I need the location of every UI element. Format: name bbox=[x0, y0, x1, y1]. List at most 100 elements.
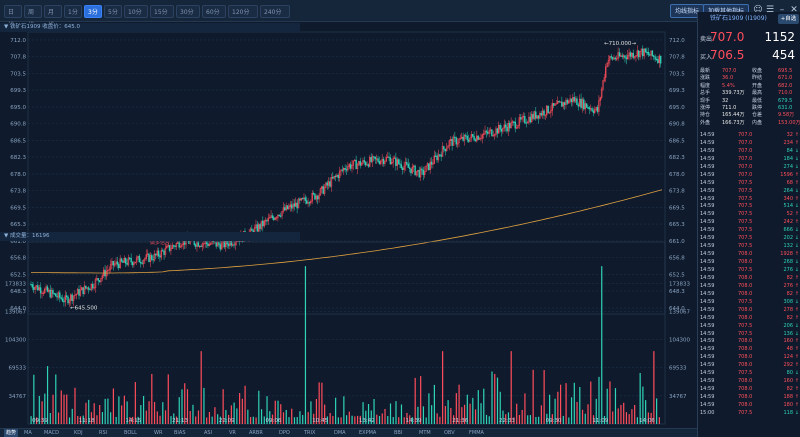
volume-bar bbox=[208, 411, 211, 424]
candle-body bbox=[578, 98, 581, 107]
volume-bar bbox=[623, 402, 625, 424]
volume-bar bbox=[488, 416, 490, 424]
candle-body bbox=[558, 100, 560, 103]
candle-body bbox=[640, 48, 643, 52]
tick-time: 14:59 bbox=[700, 282, 715, 289]
candle-body bbox=[588, 107, 590, 110]
arrow-up-icon: ↑ bbox=[794, 251, 799, 258]
candle-body bbox=[89, 289, 91, 291]
candle-body bbox=[133, 262, 135, 266]
candle-body bbox=[131, 261, 134, 266]
timeframe-tab[interactable]: 30分 bbox=[176, 5, 200, 18]
candle-body bbox=[396, 159, 398, 166]
candle-body bbox=[481, 134, 484, 139]
candle-body bbox=[140, 262, 142, 264]
timeframe-tab[interactable]: 60分 bbox=[202, 5, 226, 18]
indicator-tab-dpo[interactable]: DPO bbox=[279, 430, 290, 436]
candle-body bbox=[94, 279, 97, 288]
volume-bar bbox=[46, 366, 49, 424]
indicator-tab-arbr[interactable]: ARBR bbox=[249, 430, 263, 436]
timeframe-tab[interactable]: 120分 bbox=[228, 5, 258, 18]
indicator-tab-vr[interactable]: VR bbox=[229, 430, 236, 436]
indicator-tab-asi[interactable]: ASI bbox=[204, 430, 213, 436]
volume-bar bbox=[335, 397, 337, 424]
user-icon[interactable]: ☺ bbox=[753, 5, 763, 15]
indicator-tab-boll[interactable]: BOLL bbox=[124, 430, 137, 436]
indicator-tab-rsi[interactable]: RSI bbox=[99, 430, 108, 436]
candle-body bbox=[87, 287, 90, 290]
tick-volume: 160 bbox=[783, 338, 793, 345]
indicator-tab-bbi[interactable]: BBI bbox=[394, 430, 403, 436]
tick-row: 14:59 707.5 514 ↓ bbox=[698, 203, 800, 211]
indicator-tab-bias[interactable]: BIAS bbox=[174, 430, 186, 436]
candle-body bbox=[576, 98, 578, 105]
tick-time: 14:59 bbox=[700, 251, 715, 258]
indicator-tab-obv[interactable]: OBV bbox=[444, 430, 455, 436]
indicator-tab-macd[interactable]: MACD bbox=[44, 430, 59, 436]
tick-price: 708.0 bbox=[738, 354, 753, 361]
indicator-tab-kdj[interactable]: KDJ bbox=[74, 430, 83, 436]
candle-body bbox=[410, 168, 412, 174]
price-tick-right: 669.5 bbox=[669, 206, 685, 212]
candle-body bbox=[452, 136, 455, 146]
candle-body bbox=[218, 242, 220, 245]
price-tick-right: 661.0 bbox=[669, 239, 685, 245]
volume-bar bbox=[469, 403, 471, 424]
indicator-tab-dma[interactable]: DMA bbox=[334, 430, 346, 436]
candle-body bbox=[509, 123, 511, 129]
candle-body bbox=[437, 154, 440, 161]
volume-bar bbox=[540, 405, 542, 424]
indicator-tab-wr[interactable]: WR bbox=[154, 430, 163, 436]
tick-volume: 180 bbox=[783, 401, 793, 408]
timeframe-tab[interactable]: 月线 bbox=[44, 5, 62, 29]
minimize-icon[interactable]: – bbox=[779, 5, 785, 15]
candle-body bbox=[373, 156, 375, 158]
indicator-tab-ma[interactable]: MA bbox=[24, 430, 32, 436]
arrow-up-icon: ↑ bbox=[794, 211, 799, 218]
volume-bar bbox=[57, 412, 60, 424]
volume-bar bbox=[337, 417, 339, 424]
menu-icon[interactable]: ☰ bbox=[765, 5, 775, 15]
candle-body bbox=[163, 250, 165, 255]
candle-body bbox=[482, 133, 485, 135]
volume-bar bbox=[151, 373, 153, 424]
candle-body bbox=[432, 163, 434, 165]
tick-row: 14:59 708.0 82 ↑ bbox=[698, 315, 800, 323]
candle-body bbox=[403, 165, 405, 170]
tick-price: 708.0 bbox=[738, 251, 753, 258]
indicator-tab-fmma[interactable]: FMMA bbox=[469, 430, 484, 436]
volume-bar bbox=[466, 394, 468, 424]
candle-body bbox=[647, 51, 649, 55]
candle-body bbox=[285, 205, 287, 211]
timeframe-tab[interactable]: 周线 bbox=[24, 5, 42, 29]
stat-row: 幅度 5.4% 开盘 682.0 bbox=[698, 83, 800, 90]
timeframe-tab[interactable]: 日线 bbox=[4, 5, 22, 29]
timeframe-tab[interactable]: 10分 bbox=[124, 5, 148, 18]
volume-tick-right: 34767 bbox=[669, 394, 687, 400]
candle-body bbox=[521, 116, 523, 120]
timeframe-tab[interactable]: 240分 bbox=[260, 5, 290, 18]
timeframe-tab[interactable]: 3分 bbox=[84, 5, 102, 18]
candle-body bbox=[167, 245, 169, 247]
stat-cell: 现手 bbox=[700, 97, 711, 104]
candle-body bbox=[159, 255, 161, 258]
indicator-tab-expma[interactable]: EXPMA bbox=[359, 430, 377, 436]
stat-cell: 收盘 bbox=[752, 68, 763, 74]
indicator-tab-trix[interactable]: TRIX bbox=[304, 430, 316, 436]
candle-body bbox=[406, 162, 408, 165]
stat-cell: 166.73万 bbox=[722, 119, 745, 126]
volume-bar bbox=[348, 411, 350, 424]
indicator-tab-趋势[interactable]: 趋势 bbox=[4, 429, 19, 437]
timeframe-tab[interactable]: 1分 bbox=[64, 5, 82, 18]
indicator-tab-mtm[interactable]: MTM bbox=[419, 430, 431, 436]
candle-body bbox=[455, 137, 457, 145]
close-icon[interactable]: ✕ bbox=[790, 5, 798, 15]
timeframe-tab[interactable]: 15分 bbox=[150, 5, 174, 18]
kline-chart[interactable]: 712.0 712.0 707.8 707.8 703.5 703.5 699.3 699.3… bbox=[0, 22, 697, 437]
timeframe-tab[interactable]: 5分 bbox=[104, 5, 122, 18]
candle-body bbox=[606, 62, 608, 68]
volume-bar bbox=[568, 417, 570, 424]
tick-time: 14:59 bbox=[700, 132, 715, 138]
candle-body bbox=[53, 293, 56, 295]
add-watchlist-button[interactable]: +自选 bbox=[778, 14, 799, 24]
